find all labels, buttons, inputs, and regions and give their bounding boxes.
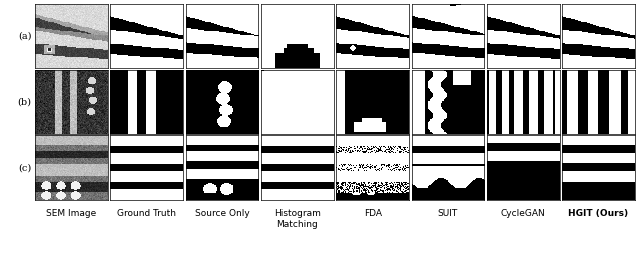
- Text: HGIT (Ours): HGIT (Ours): [568, 209, 628, 218]
- Text: (c): (c): [18, 163, 31, 172]
- Text: Source Only: Source Only: [195, 209, 250, 218]
- Text: SUIT: SUIT: [438, 209, 458, 218]
- Text: CycleGAN: CycleGAN: [501, 209, 546, 218]
- Text: FDA: FDA: [364, 209, 381, 218]
- Text: (b): (b): [17, 97, 31, 106]
- Text: (a): (a): [18, 31, 31, 40]
- Text: Histogram
Matching: Histogram Matching: [274, 209, 321, 229]
- Text: SEM Image: SEM Image: [47, 209, 97, 218]
- Text: Ground Truth: Ground Truth: [117, 209, 177, 218]
